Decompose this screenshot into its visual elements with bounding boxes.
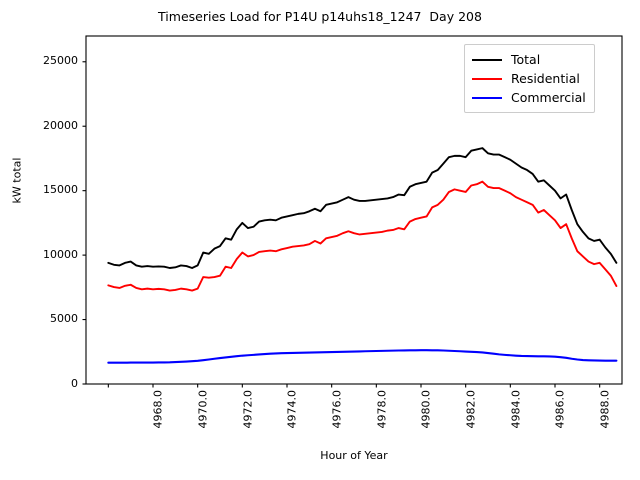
legend-swatch-commercial: [472, 96, 502, 99]
x-tick-marks: [107, 384, 601, 388]
legend-label-total: Total: [511, 52, 541, 67]
y-tick-label: 5000: [50, 312, 78, 326]
y-tick-label: 20000: [43, 118, 78, 132]
x-axis-label: Hour of Year: [320, 449, 388, 462]
chart-legend: Total Residential Commercial: [464, 44, 595, 113]
x-tick-label: 4980.0: [419, 390, 433, 429]
x-tick-label: 4982.0: [464, 390, 478, 429]
y-tick-label: 0: [71, 376, 78, 390]
data-series-group: [107, 147, 618, 364]
x-tick-label: 4968.0: [151, 390, 165, 429]
x-tick-label: 4972.0: [241, 390, 255, 429]
y-tick-label: 25000: [43, 54, 78, 68]
legend-item-total[interactable]: Total: [472, 50, 586, 69]
x-tick-label: 4970.0: [196, 390, 210, 429]
plot-frame: [85, 35, 623, 385]
series-line-commercial: [107, 349, 618, 364]
legend-label-commercial: Commercial: [511, 90, 586, 105]
legend-label-residential: Residential: [511, 71, 580, 86]
legend-swatch-residential: [472, 77, 502, 80]
y-tick-marks: [82, 61, 86, 385]
chart-title: Timeseries Load for P14U p14uhs18_1247 D…: [158, 9, 482, 24]
y-tick-label: 10000: [43, 247, 78, 261]
x-tick-label: 4988.0: [598, 390, 612, 429]
y-tick-label: 15000: [43, 183, 78, 197]
series-line-residential: [107, 180, 618, 292]
x-tick-label: 4976.0: [330, 390, 344, 429]
x-tick-label: 4984.0: [509, 390, 523, 429]
x-tick-label: 4974.0: [285, 390, 299, 429]
legend-item-commercial[interactable]: Commercial: [472, 88, 586, 107]
series-line-total: [107, 147, 618, 269]
x-tick-label: 4986.0: [553, 390, 567, 429]
legend-item-residential[interactable]: Residential: [472, 69, 586, 88]
legend-swatch-total: [472, 58, 502, 61]
x-tick-label: 4978.0: [375, 390, 389, 429]
